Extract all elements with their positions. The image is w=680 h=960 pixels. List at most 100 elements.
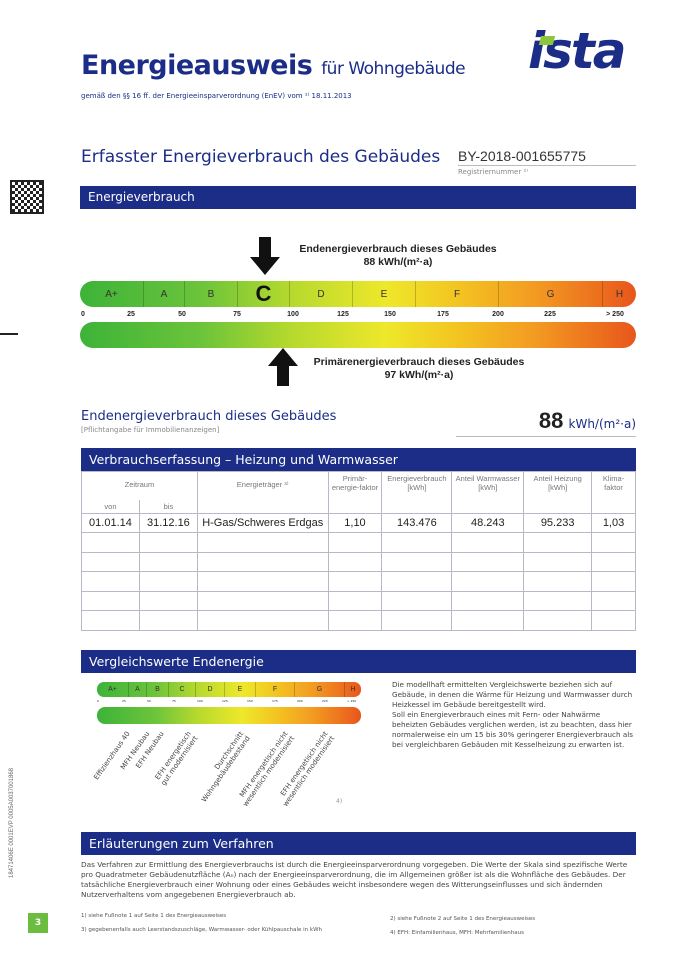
footnote-mark: 4) <box>336 798 343 805</box>
header-klima: Klima-faktor <box>591 471 636 514</box>
footnote-4: 4) EFH: Einfamilienhaus, MFH: Mehrfamili… <box>390 930 524 936</box>
cell-heizung: 95.233 <box>523 513 593 533</box>
class-a: A <box>143 281 184 307</box>
summary-note: [Pflichtangabe für Immobilienanzeigen] <box>81 426 220 434</box>
page-title: Energieausweis für Wohngebäude <box>81 50 466 81</box>
cell-bis: 31.12.16 <box>138 513 198 533</box>
tick-label: 100 <box>287 311 299 318</box>
energy-section-bar: Energieverbrauch <box>80 186 636 209</box>
header-warmwasser: Anteil Warmwasser [kWh] <box>451 471 525 514</box>
table-row-empty <box>81 610 636 631</box>
tick-label: 25 <box>127 311 135 318</box>
mini-class: B <box>146 682 168 697</box>
header-bis: bis <box>138 499 198 514</box>
table-row-empty <box>81 551 636 572</box>
comparison-scale-bottom <box>97 707 361 724</box>
primary-energy-marker-label: Primärenergieverbrauch dieses Gebäudes 9… <box>296 356 542 382</box>
mini-class: H <box>344 682 361 697</box>
class-e: E <box>352 281 415 307</box>
summary-value: 88 kWh/(m²·a) <box>456 408 636 437</box>
comparison-scale-ticks: 0 25 50 75 100 125 150 175 200 225 > 250 <box>97 699 361 705</box>
mini-class: E <box>224 682 255 697</box>
header-primaer: Primär-energie-faktor <box>327 471 383 514</box>
table-row-empty <box>81 590 636 611</box>
end-energy-value: 88 kWh/(m²·a) <box>363 256 433 268</box>
tick-label: > 250 <box>606 311 624 318</box>
energy-scale-bottom <box>80 322 636 348</box>
class-a-plus: A+ <box>105 288 118 300</box>
class-c: C <box>237 281 289 307</box>
tick-label: 175 <box>437 311 449 318</box>
tick-label: 50 <box>178 311 186 318</box>
title-main: Energieausweis <box>81 50 313 81</box>
explanation-text: Das Verfahren zur Ermittlung des Energie… <box>81 860 628 899</box>
cell-verbrauch: 143.476 <box>381 513 453 533</box>
explanation-section-bar: Erläuterungen zum Verfahren <box>81 832 636 855</box>
tick-label: 150 <box>384 311 396 318</box>
cell-von: 01.01.14 <box>81 513 140 533</box>
mini-tick-label: 125 <box>222 699 228 703</box>
cell-primaer: 1,10 <box>327 513 383 533</box>
side-code: 18471406E 0001EVP 0005A0037001868 <box>9 768 15 878</box>
header-traeger: Energieträger ³⁾ <box>196 471 329 514</box>
mini-tick-label: 150 <box>247 699 253 703</box>
mini-tick-label: 100 <box>197 699 203 703</box>
section-heading: Erfasster Energieverbrauch des Gebäudes <box>81 147 441 167</box>
mini-tick-label: 225 <box>322 699 328 703</box>
summary-label: Endenergieverbrauch dieses Gebäudes <box>81 409 337 424</box>
registration-number: BY-2018-001655775 <box>458 148 636 166</box>
primary-energy-label: Primärenergieverbrauch dieses Gebäudes <box>313 356 525 368</box>
consumption-table: Zeitraum Energieträger ³⁾ Primär-energie… <box>81 471 636 631</box>
summary-unit: kWh/(m²·a) <box>568 417 637 431</box>
cell-klima: 1,03 <box>591 513 636 533</box>
class-b: B <box>184 281 237 307</box>
class-g: G <box>498 281 602 307</box>
ista-logo: ista <box>528 22 627 80</box>
arrow-down-icon <box>250 237 280 275</box>
page-number: 3 <box>28 913 48 933</box>
subtitle: gemäß den §§ 16 ff. der Energieeinsparve… <box>81 92 352 100</box>
header-zeitraum: Zeitraum <box>81 471 198 500</box>
mini-tick-label: 75 <box>172 699 176 703</box>
table-header: Zeitraum Energieträger ³⁾ Primär-energie… <box>81 471 636 514</box>
header-heizung: Anteil Heizung [kWh] <box>523 471 593 514</box>
mini-tick-label: 175 <box>272 699 278 703</box>
table-row: 01.01.14 31.12.16 H-Gas/Schweres Erdgas … <box>81 513 636 533</box>
class-d: D <box>289 281 352 307</box>
mini-class: G <box>294 682 344 697</box>
energy-scale-top: A+ A B C D E F G H <box>80 281 636 307</box>
end-energy-label: Endenergieverbrauch dieses Gebäudes <box>299 243 497 255</box>
tick-label: 75 <box>233 311 241 318</box>
end-energy-marker-label: Endenergieverbrauch dieses Gebäudes 88 k… <box>280 243 516 269</box>
primary-energy-value: 97 kWh/(m²·a) <box>384 369 454 381</box>
mini-tick-label: > 250 <box>347 699 357 703</box>
fold-mark <box>0 333 18 335</box>
comparison-section-bar: Vergleichswerte Endenergie <box>81 650 636 673</box>
mini-class: A+ <box>108 686 117 693</box>
table-row-empty <box>81 532 636 553</box>
mini-tick-label: 25 <box>122 699 126 703</box>
comparison-text-2: Soll ein Energieverbrauch eines mit Fern… <box>392 710 633 749</box>
header-verbrauch: Energieverbrauch [kWh] <box>381 471 453 514</box>
mini-class: F <box>255 682 294 697</box>
mini-tick-label: 50 <box>147 699 151 703</box>
footnote-1: 1) siehe Fußnote 1 auf Seite 1 des Energ… <box>81 913 227 919</box>
tick-label: 225 <box>544 311 556 318</box>
comparison-text-1: Die modellhaft ermittelten Vergleichswer… <box>392 680 633 709</box>
mini-tick-label: 200 <box>297 699 303 703</box>
class-f: F <box>415 281 498 307</box>
header-von: von <box>81 499 140 514</box>
comparison-text: Die modellhaft ermittelten Vergleichswer… <box>392 680 636 750</box>
table-section-bar: Verbrauchserfassung – Heizung und Warmwa… <box>81 448 636 471</box>
mini-class: A <box>128 682 146 697</box>
footnote-3: 3) gegebenenfalls auch Leerstandszuschlä… <box>81 927 323 933</box>
cell-traeger: H-Gas/Schweres Erdgas <box>196 513 329 533</box>
arrow-up-icon <box>268 348 298 386</box>
tick-label: 0 <box>81 311 85 318</box>
footnote-2: 2) siehe Fußnote 2 auf Seite 1 des Energ… <box>390 916 536 922</box>
mini-class: D <box>195 682 224 697</box>
registration-label: Registriernummer ²⁾ <box>458 168 528 176</box>
summary-number: 88 <box>538 408 564 433</box>
mini-class: C <box>168 682 195 697</box>
qr-code <box>10 180 44 214</box>
